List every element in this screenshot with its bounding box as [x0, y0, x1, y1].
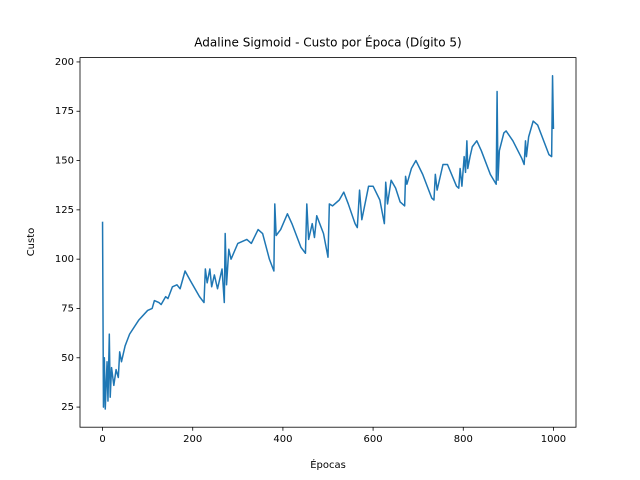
x-tick-label: 400 [273, 434, 292, 445]
line-series [101, 74, 555, 410]
y-tick-label: 50 [61, 353, 74, 364]
y-tick-label: 200 [55, 57, 74, 68]
y-tick-label: 150 [55, 156, 74, 167]
x-tick-label: 1000 [541, 434, 566, 445]
y-tick-label: 100 [55, 254, 74, 265]
x-tick-label: 200 [183, 434, 202, 445]
y-tick-label: 175 [55, 106, 74, 117]
y-tick-label: 125 [55, 205, 74, 216]
x-tick-label: 0 [99, 434, 105, 445]
chart-title: Adaline Sigmoid - Custo por Época (Dígit… [194, 35, 461, 50]
x-tick-label: 800 [454, 434, 473, 445]
x-axis-label: Épocas [310, 458, 346, 471]
plot-frame [79, 57, 577, 428]
y-tick-label: 75 [61, 303, 74, 314]
x-tick-label: 600 [364, 434, 383, 445]
y-tick-label: 25 [61, 402, 74, 413]
y-axis-label: Custo [26, 228, 37, 257]
